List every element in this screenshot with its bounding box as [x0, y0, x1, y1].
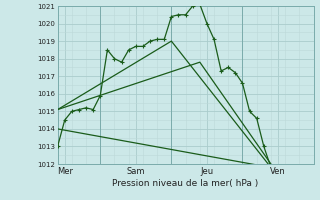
- X-axis label: Pression niveau de la mer( hPa ): Pression niveau de la mer( hPa ): [112, 179, 259, 188]
